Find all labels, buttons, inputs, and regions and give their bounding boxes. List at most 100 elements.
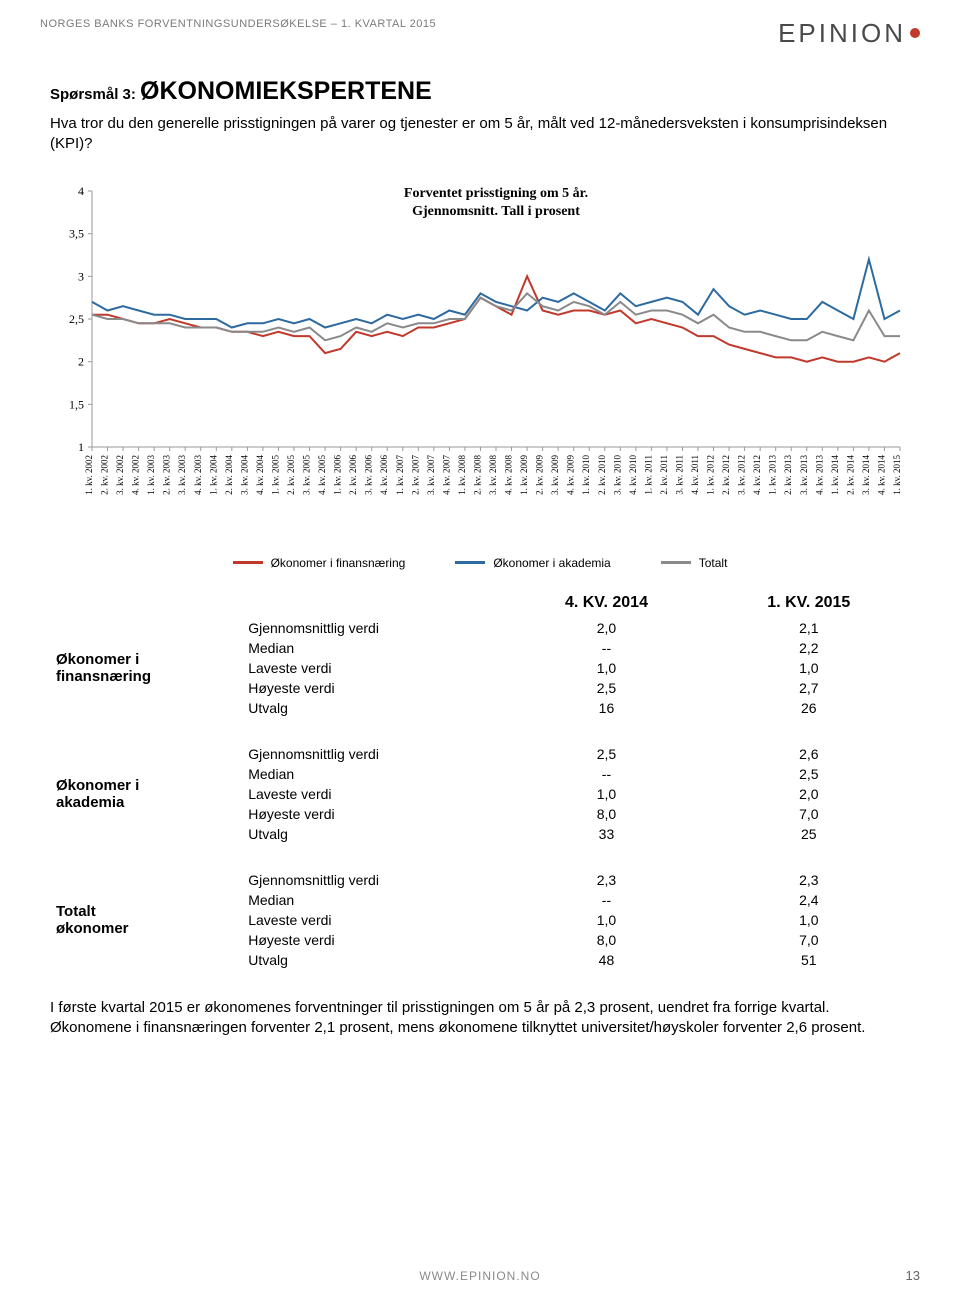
svg-text:3. kv. 2012: 3. kv. 2012 — [737, 455, 747, 495]
doc-header-left: NORGES BANKS FORVENTNINGSUNDERSØKELSE – … — [40, 18, 436, 30]
row-label: Gjennomsnittlig verdi — [242, 618, 505, 638]
stats-tables: 4. KV. 20141. KV. 2015Økonomer ifinansnæ… — [50, 592, 910, 970]
svg-text:4. kv. 2008: 4. kv. 2008 — [504, 454, 514, 494]
group-label: Økonomer iakademia — [50, 744, 242, 844]
svg-text:2. kv. 2014: 2. kv. 2014 — [845, 454, 855, 494]
svg-text:2. kv. 2002: 2. kv. 2002 — [100, 455, 110, 495]
svg-text:2. kv. 2004: 2. kv. 2004 — [224, 454, 234, 494]
svg-text:2. kv. 2005: 2. kv. 2005 — [286, 454, 296, 494]
svg-text:3. kv. 2010: 3. kv. 2010 — [612, 454, 622, 494]
svg-text:4. kv. 2010: 4. kv. 2010 — [628, 454, 638, 494]
svg-text:3. kv. 2002: 3. kv. 2002 — [115, 455, 125, 495]
table-cell: -- — [505, 764, 707, 784]
svg-text:2. kv. 2003: 2. kv. 2003 — [162, 454, 172, 494]
row-label: Utvalg — [242, 698, 505, 718]
svg-text:1,5: 1,5 — [69, 397, 84, 411]
chart-svg: Forventet prisstigning om 5 år.Gjennomsn… — [50, 183, 910, 543]
svg-text:3. kv. 2014: 3. kv. 2014 — [861, 454, 871, 494]
svg-text:4. kv. 2002: 4. kv. 2002 — [131, 455, 141, 495]
question-description: Hva tror du den generelle prisstigningen… — [50, 114, 910, 155]
summary-paragraph: I første kvartal 2015 er økonomenes forv… — [50, 998, 910, 1039]
row-label: Gjennomsnittlig verdi — [242, 870, 505, 890]
svg-text:3. kv. 2009: 3. kv. 2009 — [550, 454, 560, 494]
table-cell: 48 — [505, 950, 707, 970]
table-cell: 26 — [708, 698, 910, 718]
svg-text:1. kv. 2007: 1. kv. 2007 — [395, 454, 405, 494]
table-header: 1. KV. 2015 — [708, 592, 910, 618]
svg-text:1. kv. 2013: 1. kv. 2013 — [768, 454, 778, 494]
table-header: 4. KV. 2014 — [505, 592, 707, 618]
table-cell: 1,0 — [505, 910, 707, 930]
legend-label: Totalt — [699, 556, 728, 570]
table-cell: 33 — [505, 824, 707, 844]
svg-text:4. kv. 2006: 4. kv. 2006 — [379, 454, 389, 494]
table-cell: 2,6 — [708, 744, 910, 764]
row-label: Utvalg — [242, 824, 505, 844]
table-row: TotaltøkonomerGjennomsnittlig verdi2,32,… — [50, 870, 910, 890]
svg-text:3. kv. 2004: 3. kv. 2004 — [239, 454, 249, 494]
svg-text:2. kv. 2010: 2. kv. 2010 — [597, 454, 607, 494]
table-cell: 51 — [708, 950, 910, 970]
table-cell: 8,0 — [505, 804, 707, 824]
table-cell: 2,0 — [505, 618, 707, 638]
svg-text:4. kv. 2007: 4. kv. 2007 — [441, 454, 451, 494]
table-cell: -- — [505, 890, 707, 910]
svg-text:1. kv. 2005: 1. kv. 2005 — [270, 454, 280, 494]
table-cell: 2,7 — [708, 678, 910, 698]
svg-text:3. kv. 2003: 3. kv. 2003 — [177, 454, 187, 494]
table-cell: 2,2 — [708, 638, 910, 658]
svg-text:1. kv. 2003: 1. kv. 2003 — [146, 454, 156, 494]
table-cell: -- — [505, 638, 707, 658]
table-cell: 16 — [505, 698, 707, 718]
row-label: Laveste verdi — [242, 658, 505, 678]
table-cell: 2,5 — [505, 678, 707, 698]
table-cell: 1,0 — [505, 658, 707, 678]
footer-site: WWW.EPINION.NO — [0, 1269, 960, 1283]
svg-text:1: 1 — [78, 440, 84, 454]
row-label: Høyeste verdi — [242, 678, 505, 698]
svg-text:3,5: 3,5 — [69, 226, 84, 240]
legend-label: Økonomer i finansnæring — [271, 556, 406, 570]
group-label: Totaltøkonomer — [50, 870, 242, 970]
table-cell: 1,0 — [505, 784, 707, 804]
table-cell: 1,0 — [708, 910, 910, 930]
svg-text:2. kv. 2008: 2. kv. 2008 — [472, 454, 482, 494]
svg-text:1. kv. 2012: 1. kv. 2012 — [706, 455, 716, 495]
svg-text:1. kv. 2002: 1. kv. 2002 — [84, 455, 94, 495]
table-cell: 2,5 — [505, 744, 707, 764]
legend-item: Totalt — [661, 556, 728, 570]
table-cell: 25 — [708, 824, 910, 844]
chart-legend: Økonomer i finansnæringØkonomer i akadem… — [50, 556, 910, 570]
svg-text:2. kv. 2007: 2. kv. 2007 — [410, 454, 420, 494]
table-cell: 1,0 — [708, 658, 910, 678]
row-label: Gjennomsnittlig verdi — [242, 744, 505, 764]
svg-text:2,5: 2,5 — [69, 312, 84, 326]
table-cell: 8,0 — [505, 930, 707, 950]
row-label: Høyeste verdi — [242, 804, 505, 824]
svg-text:Forventet prisstigning om 5 år: Forventet prisstigning om 5 år. — [404, 186, 588, 201]
table-cell: 2,1 — [708, 618, 910, 638]
line-chart: Forventet prisstigning om 5 år.Gjennomsn… — [50, 183, 910, 570]
svg-text:4. kv. 2005: 4. kv. 2005 — [317, 454, 327, 494]
question-title: ØKONOMIEKSPERTENE — [140, 77, 432, 105]
svg-text:1. kv. 2009: 1. kv. 2009 — [519, 454, 529, 494]
svg-text:1. kv. 2006: 1. kv. 2006 — [333, 454, 343, 494]
table-cell: 7,0 — [708, 804, 910, 824]
svg-text:2. kv. 2006: 2. kv. 2006 — [348, 454, 358, 494]
row-label: Laveste verdi — [242, 784, 505, 804]
legend-item: Økonomer i finansnæring — [233, 556, 406, 570]
row-label: Median — [242, 764, 505, 784]
brand-logo: EPINION — [778, 18, 920, 49]
row-label: Median — [242, 638, 505, 658]
legend-swatch-icon — [661, 561, 691, 564]
svg-text:1. kv. 2004: 1. kv. 2004 — [208, 454, 218, 494]
brand-logo-dot-icon — [910, 28, 920, 38]
legend-swatch-icon — [455, 561, 485, 564]
svg-text:4. kv. 2004: 4. kv. 2004 — [255, 454, 265, 494]
row-label: Høyeste verdi — [242, 930, 505, 950]
svg-text:2: 2 — [78, 354, 84, 368]
row-label: Median — [242, 890, 505, 910]
svg-text:1. kv. 2011: 1. kv. 2011 — [643, 455, 653, 495]
row-label: Laveste verdi — [242, 910, 505, 930]
svg-text:3. kv. 2011: 3. kv. 2011 — [674, 455, 684, 495]
